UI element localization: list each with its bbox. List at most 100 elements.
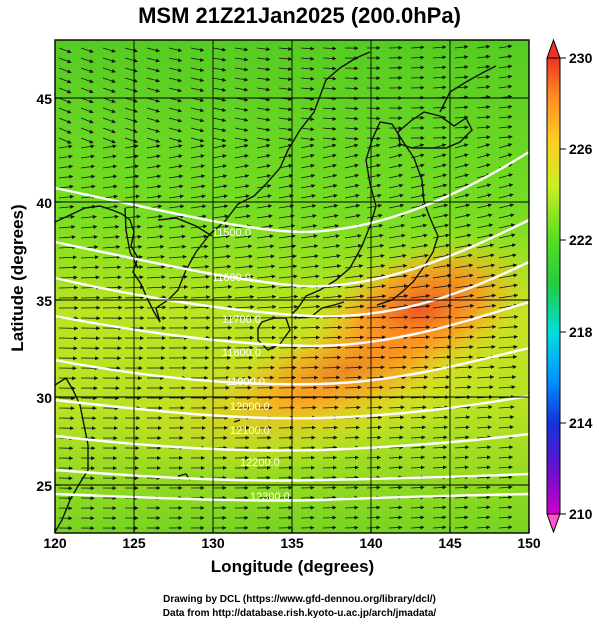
wind-arrow (124, 194, 140, 199)
wind-arrow (190, 234, 208, 239)
wind-arrow (146, 244, 165, 249)
wind-arrow (300, 193, 316, 199)
colorbar-tick-label: 230 (569, 50, 593, 66)
wind-arrow (58, 225, 76, 229)
wind-arrow (322, 365, 341, 370)
wind-arrow (212, 47, 227, 52)
credit-data: Data from http://database.rish.kyoto-u.a… (162, 608, 437, 619)
wind-arrow (454, 143, 469, 149)
wind-arrow (498, 515, 513, 520)
wind-arrow (322, 355, 342, 360)
wind-arrow (454, 45, 469, 49)
wind-arrow (58, 67, 72, 74)
contour-label: 12200.0 (240, 457, 280, 469)
wind-arrow (256, 264, 276, 269)
wind-arrow (300, 385, 318, 390)
wind-arrow (498, 233, 516, 239)
wind-arrow (190, 194, 206, 199)
x-tick-label: 120 (43, 535, 67, 551)
wind-arrow (366, 193, 382, 199)
wind-arrow (344, 163, 359, 169)
wind-arrow (410, 213, 427, 219)
wind-arrow (366, 274, 386, 279)
wind-arrow (476, 435, 492, 440)
wind-arrow (366, 435, 382, 440)
wind-arrow (234, 154, 249, 159)
wind-arrow (476, 153, 491, 159)
wind-arrow (234, 57, 249, 62)
wind-arrow (256, 284, 276, 289)
wind-arrow (432, 435, 448, 440)
wind-arrow (388, 435, 404, 440)
wind-arrow (344, 76, 359, 81)
wind-arrow (80, 184, 96, 189)
wind-arrow (146, 77, 160, 83)
height-contours (55, 150, 529, 502)
wind-arrow (234, 87, 249, 92)
wind-arrow (168, 154, 183, 159)
wind-arrow (410, 55, 425, 60)
wind-arrow (410, 365, 429, 370)
wind-arrow (102, 77, 116, 83)
wind-arrow (322, 66, 337, 71)
wind-arrow (80, 164, 95, 169)
wind-arrow (212, 194, 228, 199)
wind-arrow (80, 174, 96, 179)
wind-arrow (344, 465, 359, 470)
wind-arrow (322, 345, 342, 350)
wind-arrow (476, 455, 491, 460)
wind-arrow (322, 505, 337, 510)
wind-arrow (168, 57, 183, 63)
wind-arrow (300, 214, 317, 219)
wind-arrow (300, 153, 315, 159)
wind-arrow (256, 127, 271, 132)
wind-arrow (80, 127, 94, 134)
colorbar-tick-label: 226 (569, 141, 593, 157)
wind-arrow (190, 184, 206, 189)
wind-arrow (212, 137, 227, 143)
wind-arrow (388, 263, 408, 269)
contour-label: 11600.0 (212, 272, 251, 284)
wind-arrow (432, 455, 447, 460)
wind-arrow (476, 465, 491, 470)
wind-arrow (498, 475, 513, 480)
wind-arrow (102, 154, 117, 159)
wind-arrow (366, 136, 381, 141)
wind-arrow (476, 243, 495, 249)
wind-arrow (498, 465, 513, 470)
wind-arrow (278, 184, 294, 189)
wind-arrow (432, 213, 449, 219)
wind-arrow (124, 127, 138, 133)
wind-arrow (432, 263, 452, 269)
wind-arrow (344, 355, 364, 360)
wind-arrow (212, 284, 232, 289)
wind-arrow (366, 375, 385, 380)
wind-arrow (454, 75, 469, 80)
wind-arrow (344, 116, 359, 121)
wind-arrow (366, 505, 381, 510)
wind-arrow (322, 425, 338, 430)
wind-arrow (322, 173, 338, 179)
wind-arrow (212, 154, 227, 159)
wind-arrow (146, 97, 160, 103)
wind-arrow (234, 184, 250, 189)
wind-arrow (102, 234, 120, 239)
wind-arrow (366, 415, 383, 420)
wind-arrow (432, 75, 447, 80)
wind-arrow (300, 395, 318, 400)
wind-arrow (410, 294, 431, 299)
wind-arrow (58, 97, 72, 104)
wind-arrow (234, 214, 251, 219)
wind-arrow (410, 485, 425, 490)
wind-arrow (300, 264, 320, 269)
wind-arrow (234, 164, 249, 169)
wind-arrow (234, 107, 249, 112)
wind-arrow (498, 134, 513, 139)
wind-arrow (344, 385, 362, 390)
wind-arrow (300, 46, 315, 51)
wind-arrow (300, 355, 320, 360)
wind-arrow (454, 455, 469, 460)
wind-arrow (344, 193, 360, 199)
wind-arrow (102, 47, 116, 53)
wind-arrow (168, 67, 183, 73)
